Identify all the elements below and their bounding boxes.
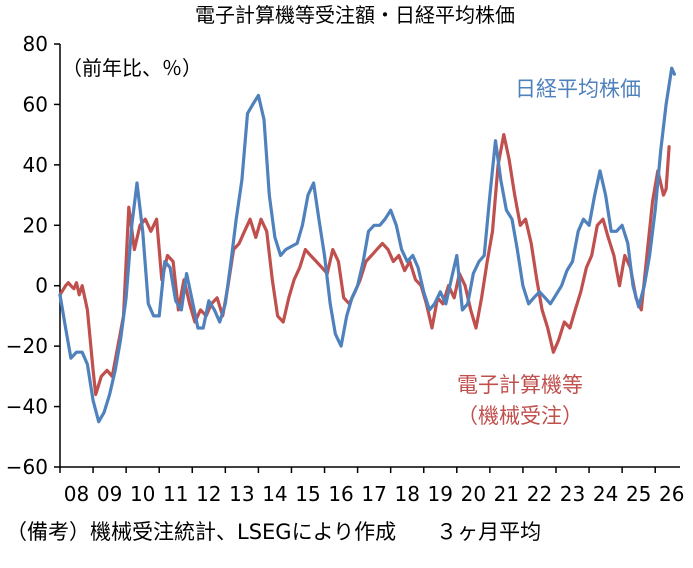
x-tick-label: 26 xyxy=(659,482,684,506)
x-tick-label: 25 xyxy=(626,482,651,506)
y-tick-label: −40 xyxy=(6,395,48,419)
series-label-nikkei: 日経平均株価 xyxy=(515,77,641,101)
x-tick-label: 10 xyxy=(130,482,155,506)
series-line-nikkei xyxy=(58,66,677,424)
x-tick-labels: 08 09 10 11 12 13 14 15 16 17 18 19 20 21 22 23 24 25 26 xyxy=(64,482,685,506)
x-tick-label: 18 xyxy=(394,482,419,506)
axes xyxy=(54,43,680,473)
x-tick-label: 12 xyxy=(196,482,221,506)
y-tick-label: 80 xyxy=(23,32,48,56)
x-tick-label: 14 xyxy=(262,482,287,506)
y-tick-label: −60 xyxy=(6,455,48,479)
series-label-computer-orders: 電子計算機等 xyxy=(457,373,583,397)
x-tick-label: 21 xyxy=(494,482,519,506)
y-tick-label: 20 xyxy=(23,213,48,237)
y-tick-label: 40 xyxy=(23,153,48,177)
average-note: ３ヶ月平均 xyxy=(436,520,542,544)
y-tick-labels: 80 60 40 20 0 −20 −40 −60 xyxy=(6,32,48,479)
x-tick-label: 20 xyxy=(461,482,486,506)
series-line-computer-orders xyxy=(58,133,671,397)
y-tick-label: 0 xyxy=(35,274,48,298)
series-label-computer-orders: （機械受注） xyxy=(457,404,583,428)
source-note: （備考）機械受注統計、LSEGにより作成 xyxy=(6,520,397,544)
y-tick-label: 60 xyxy=(23,92,48,116)
x-tick-label: 23 xyxy=(560,482,585,506)
series-lines xyxy=(58,66,677,424)
x-tick-label: 15 xyxy=(295,482,320,506)
chart-title: 電子計算機等受注額・日経平均株価 xyxy=(195,3,515,27)
x-tick-label: 11 xyxy=(163,482,188,506)
x-tick-label: 16 xyxy=(328,482,353,506)
x-tick-label: 22 xyxy=(527,482,552,506)
x-tick-label: 24 xyxy=(593,482,618,506)
x-tick-label: 08 xyxy=(64,482,89,506)
x-tick-label: 17 xyxy=(361,482,386,506)
footer-note: （備考）機械受注統計、LSEGにより作成 ３ヶ月平均 xyxy=(6,516,541,546)
y-tick-label: −20 xyxy=(6,334,48,358)
y-unit-label: （前年比、％） xyxy=(62,56,202,80)
x-tick-label: 19 xyxy=(428,482,453,506)
x-tick-label: 13 xyxy=(229,482,254,506)
x-tick-label: 09 xyxy=(97,482,122,506)
